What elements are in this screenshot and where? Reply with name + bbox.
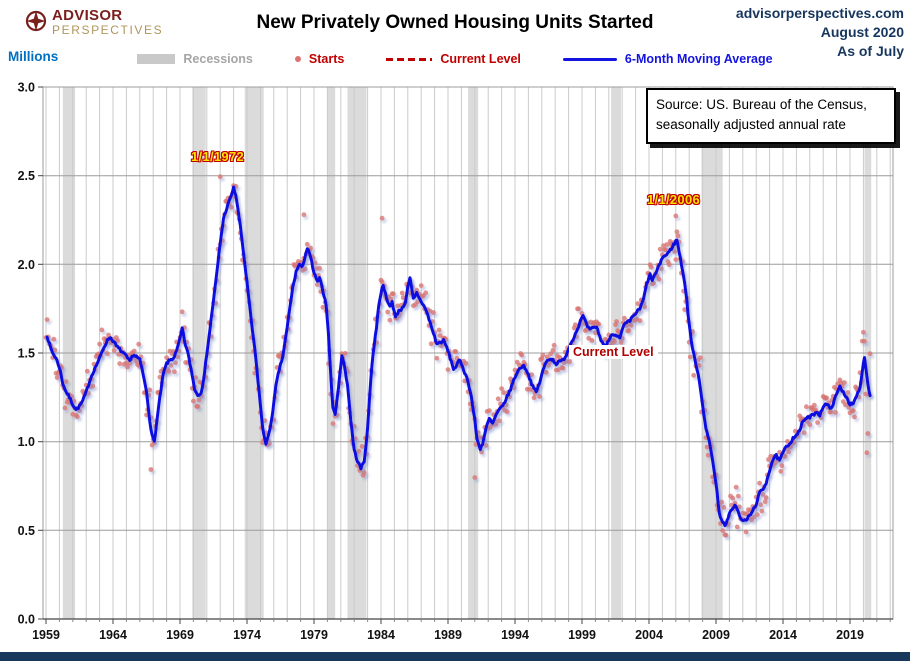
logo-text-advisor: ADVISOR [52,7,123,24]
starts-point [867,351,873,357]
y-axis-labels: 3.0 2.5 2.0 1.5 1.0 0.5 0.0 [18,81,43,627]
svg-text:1969: 1969 [166,628,194,642]
starts-point [217,174,223,180]
chart-legend: Recessions Starts Current Level 6-Month … [0,52,910,66]
starts-point [472,475,478,480]
svg-text:0.0: 0.0 [18,613,35,627]
recession-band-swatch [137,54,176,64]
as-of-label: As of July [837,43,904,59]
page-title: New Privately Owned Housing Units Starte… [256,12,654,33]
svg-text:2009: 2009 [702,628,730,642]
svg-text:2.5: 2.5 [18,169,35,183]
legend-item-starts: Starts [294,52,345,66]
moving-average-line-swatch [562,57,617,61]
starts-point [864,450,870,456]
starts-point [673,213,679,219]
site-url: advisorperspectives.com [735,5,904,21]
legend-label: 6-Month Moving Average [624,52,773,66]
current-level-label: Current Level [569,345,658,359]
svg-text:2014: 2014 [769,628,797,642]
svg-text:1979: 1979 [300,628,328,642]
starts-point [865,431,871,436]
current-level-line-swatch [386,57,433,61]
legend-item-recessions: Recessions [137,52,253,66]
source-note-line1: Source: US. Bureau of the Census, [656,97,867,112]
starts-point [301,212,307,218]
svg-text:1984: 1984 [367,628,395,642]
publication-date: August 2020 [820,24,904,40]
svg-text:0.5: 0.5 [18,524,35,538]
starts-dot-swatch [294,56,301,62]
svg-text:1994: 1994 [501,628,529,642]
starts-scatter [43,174,873,538]
svg-text:1999: 1999 [568,628,596,642]
legend-label: Recessions [183,52,253,66]
starts-point [148,467,154,472]
footer-bar [0,652,910,661]
starts-point [861,329,866,335]
legend-item-moving-average: 6-Month Moving Average [562,52,773,66]
legend-item-current-level: Current Level [386,52,521,66]
starts-point [379,215,385,221]
svg-text:2004: 2004 [635,628,663,642]
legend-label: Starts [308,52,345,66]
svg-text:1964: 1964 [99,628,127,642]
svg-text:1.0: 1.0 [18,435,35,449]
svg-text:2.0: 2.0 [18,258,35,272]
moving-average-line [45,185,872,528]
advisor-perspectives-logo: ADVISOR PERSPECTIVES [24,8,163,36]
starts-point [862,338,867,344]
legend-label: Current Level [440,52,521,66]
logo-text-perspectives: PERSPECTIVES [52,23,164,37]
svg-text:1.5: 1.5 [18,347,35,361]
source-note: Source: US. Bureau of the Census, season… [646,88,896,144]
annotation-2006: 1/1/2006 [647,192,701,207]
annotation-1972: 1/1/1972 [191,149,245,164]
svg-text:1974: 1974 [233,628,261,642]
svg-text:1989: 1989 [434,628,462,642]
compass-rose-icon [25,10,47,32]
x-axis-labels: 1959 1964 1969 1974 1979 1984 1989 1994 1999 2004… [32,619,891,642]
publication-info: advisorperspectives.com August 2020 As o… [736,4,904,61]
svg-text:2019: 2019 [836,628,864,642]
y-axis-units-label: Millions [8,49,59,64]
source-note-line2: seasonally adjusted annual rate [656,117,846,133]
svg-text:1959: 1959 [32,628,60,642]
svg-text:3.0: 3.0 [18,81,35,95]
